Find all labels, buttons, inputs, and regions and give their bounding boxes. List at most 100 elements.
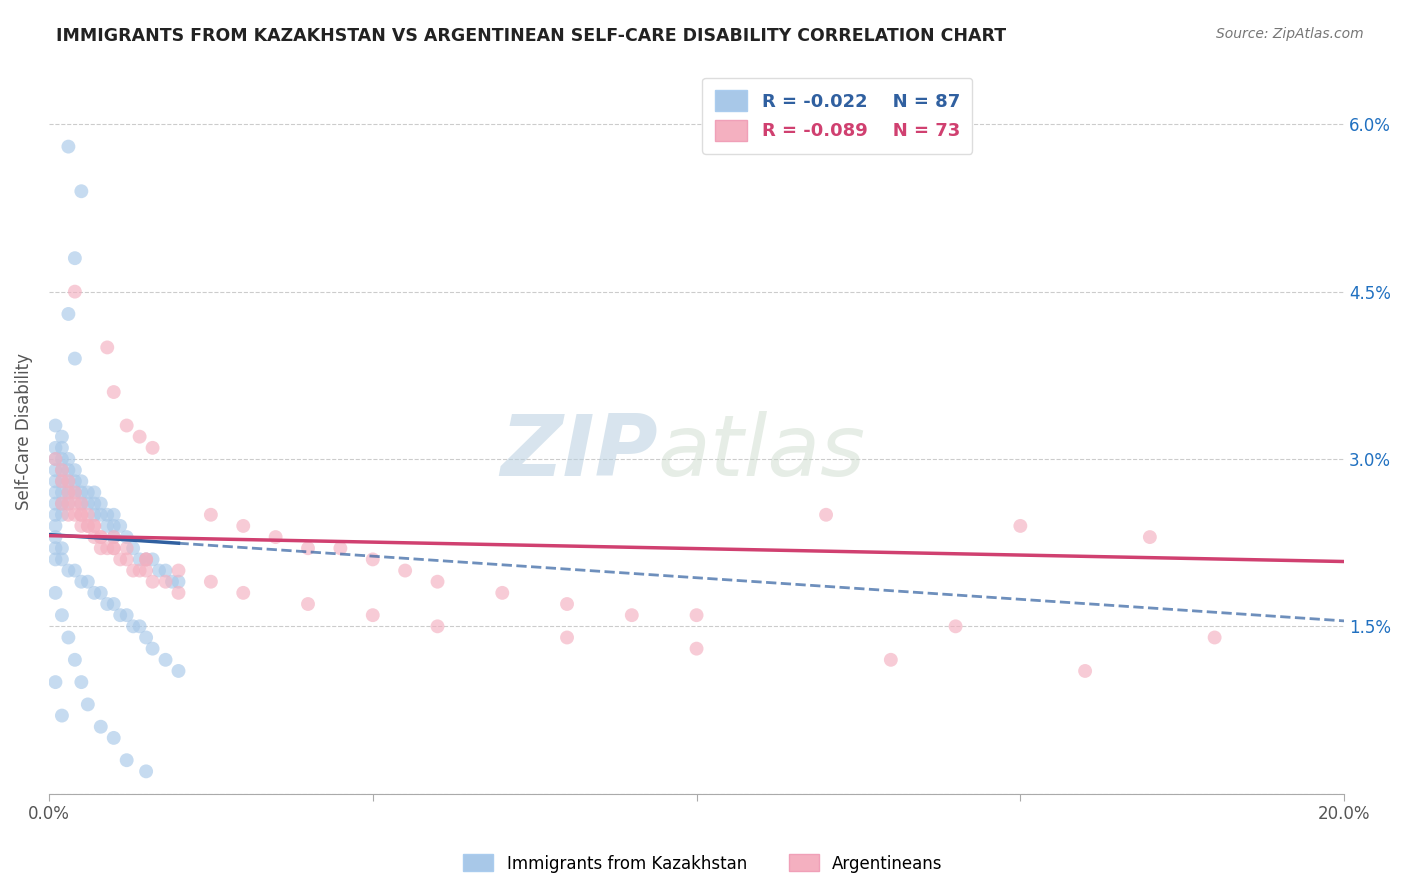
Point — [115, 552, 138, 566]
Point — [76, 519, 98, 533]
Point — [1074, 664, 1097, 678]
Point — [51, 475, 73, 489]
Point — [44, 475, 66, 489]
Point — [58, 463, 80, 477]
Point — [44, 552, 66, 566]
Point — [108, 608, 131, 623]
Point — [70, 519, 93, 533]
Point — [103, 530, 125, 544]
Point — [361, 552, 384, 566]
Point — [880, 653, 903, 667]
Point — [63, 251, 86, 265]
Point — [63, 508, 86, 522]
Point — [44, 463, 66, 477]
Point — [115, 530, 138, 544]
Point — [63, 497, 86, 511]
Point — [76, 497, 98, 511]
Point — [167, 664, 190, 678]
Point — [96, 340, 118, 354]
Point — [90, 586, 112, 600]
Point — [76, 574, 98, 589]
Point — [44, 497, 66, 511]
Point — [70, 508, 93, 522]
Point — [555, 631, 578, 645]
Point — [63, 485, 86, 500]
Point — [329, 541, 352, 556]
Point — [44, 586, 66, 600]
Text: Source: ZipAtlas.com: Source: ZipAtlas.com — [1216, 27, 1364, 41]
Legend: Immigrants from Kazakhstan, Argentineans: Immigrants from Kazakhstan, Argentineans — [457, 847, 949, 880]
Point — [108, 552, 131, 566]
Point — [142, 552, 165, 566]
Point — [90, 541, 112, 556]
Point — [148, 564, 170, 578]
Point — [83, 530, 105, 544]
Point — [167, 586, 190, 600]
Point — [115, 418, 138, 433]
Point — [90, 720, 112, 734]
Point — [51, 497, 73, 511]
Point — [167, 574, 190, 589]
Point — [44, 530, 66, 544]
Point — [51, 508, 73, 522]
Point — [51, 463, 73, 477]
Point — [70, 497, 93, 511]
Point — [44, 452, 66, 467]
Point — [160, 574, 183, 589]
Point — [103, 731, 125, 745]
Point — [83, 519, 105, 533]
Point — [51, 475, 73, 489]
Point — [96, 597, 118, 611]
Point — [135, 552, 157, 566]
Point — [297, 597, 319, 611]
Point — [115, 608, 138, 623]
Point — [685, 608, 707, 623]
Point — [76, 485, 98, 500]
Text: IMMIGRANTS FROM KAZAKHSTAN VS ARGENTINEAN SELF-CARE DISABILITY CORRELATION CHART: IMMIGRANTS FROM KAZAKHSTAN VS ARGENTINEA… — [56, 27, 1007, 45]
Point — [426, 574, 449, 589]
Point — [115, 753, 138, 767]
Point — [76, 519, 98, 533]
Point — [815, 508, 838, 522]
Point — [70, 675, 93, 690]
Point — [620, 608, 643, 623]
Point — [83, 508, 105, 522]
Point — [70, 497, 93, 511]
Point — [135, 552, 157, 566]
Point — [103, 530, 125, 544]
Point — [51, 497, 73, 511]
Point — [155, 574, 177, 589]
Point — [1139, 530, 1161, 544]
Point — [51, 485, 73, 500]
Point — [58, 497, 80, 511]
Point — [297, 541, 319, 556]
Point — [232, 519, 254, 533]
Point — [58, 631, 80, 645]
Point — [90, 508, 112, 522]
Point — [44, 675, 66, 690]
Point — [63, 475, 86, 489]
Point — [58, 564, 80, 578]
Point — [108, 519, 131, 533]
Point — [51, 463, 73, 477]
Point — [70, 184, 93, 198]
Point — [122, 564, 145, 578]
Point — [63, 485, 86, 500]
Point — [361, 608, 384, 623]
Point — [103, 541, 125, 556]
Point — [555, 597, 578, 611]
Point — [44, 508, 66, 522]
Point — [135, 764, 157, 779]
Point — [58, 485, 80, 500]
Point — [70, 574, 93, 589]
Point — [945, 619, 967, 633]
Point — [96, 508, 118, 522]
Point — [135, 564, 157, 578]
Point — [51, 608, 73, 623]
Point — [51, 441, 73, 455]
Point — [155, 653, 177, 667]
Point — [90, 497, 112, 511]
Point — [70, 508, 93, 522]
Point — [83, 519, 105, 533]
Point — [83, 485, 105, 500]
